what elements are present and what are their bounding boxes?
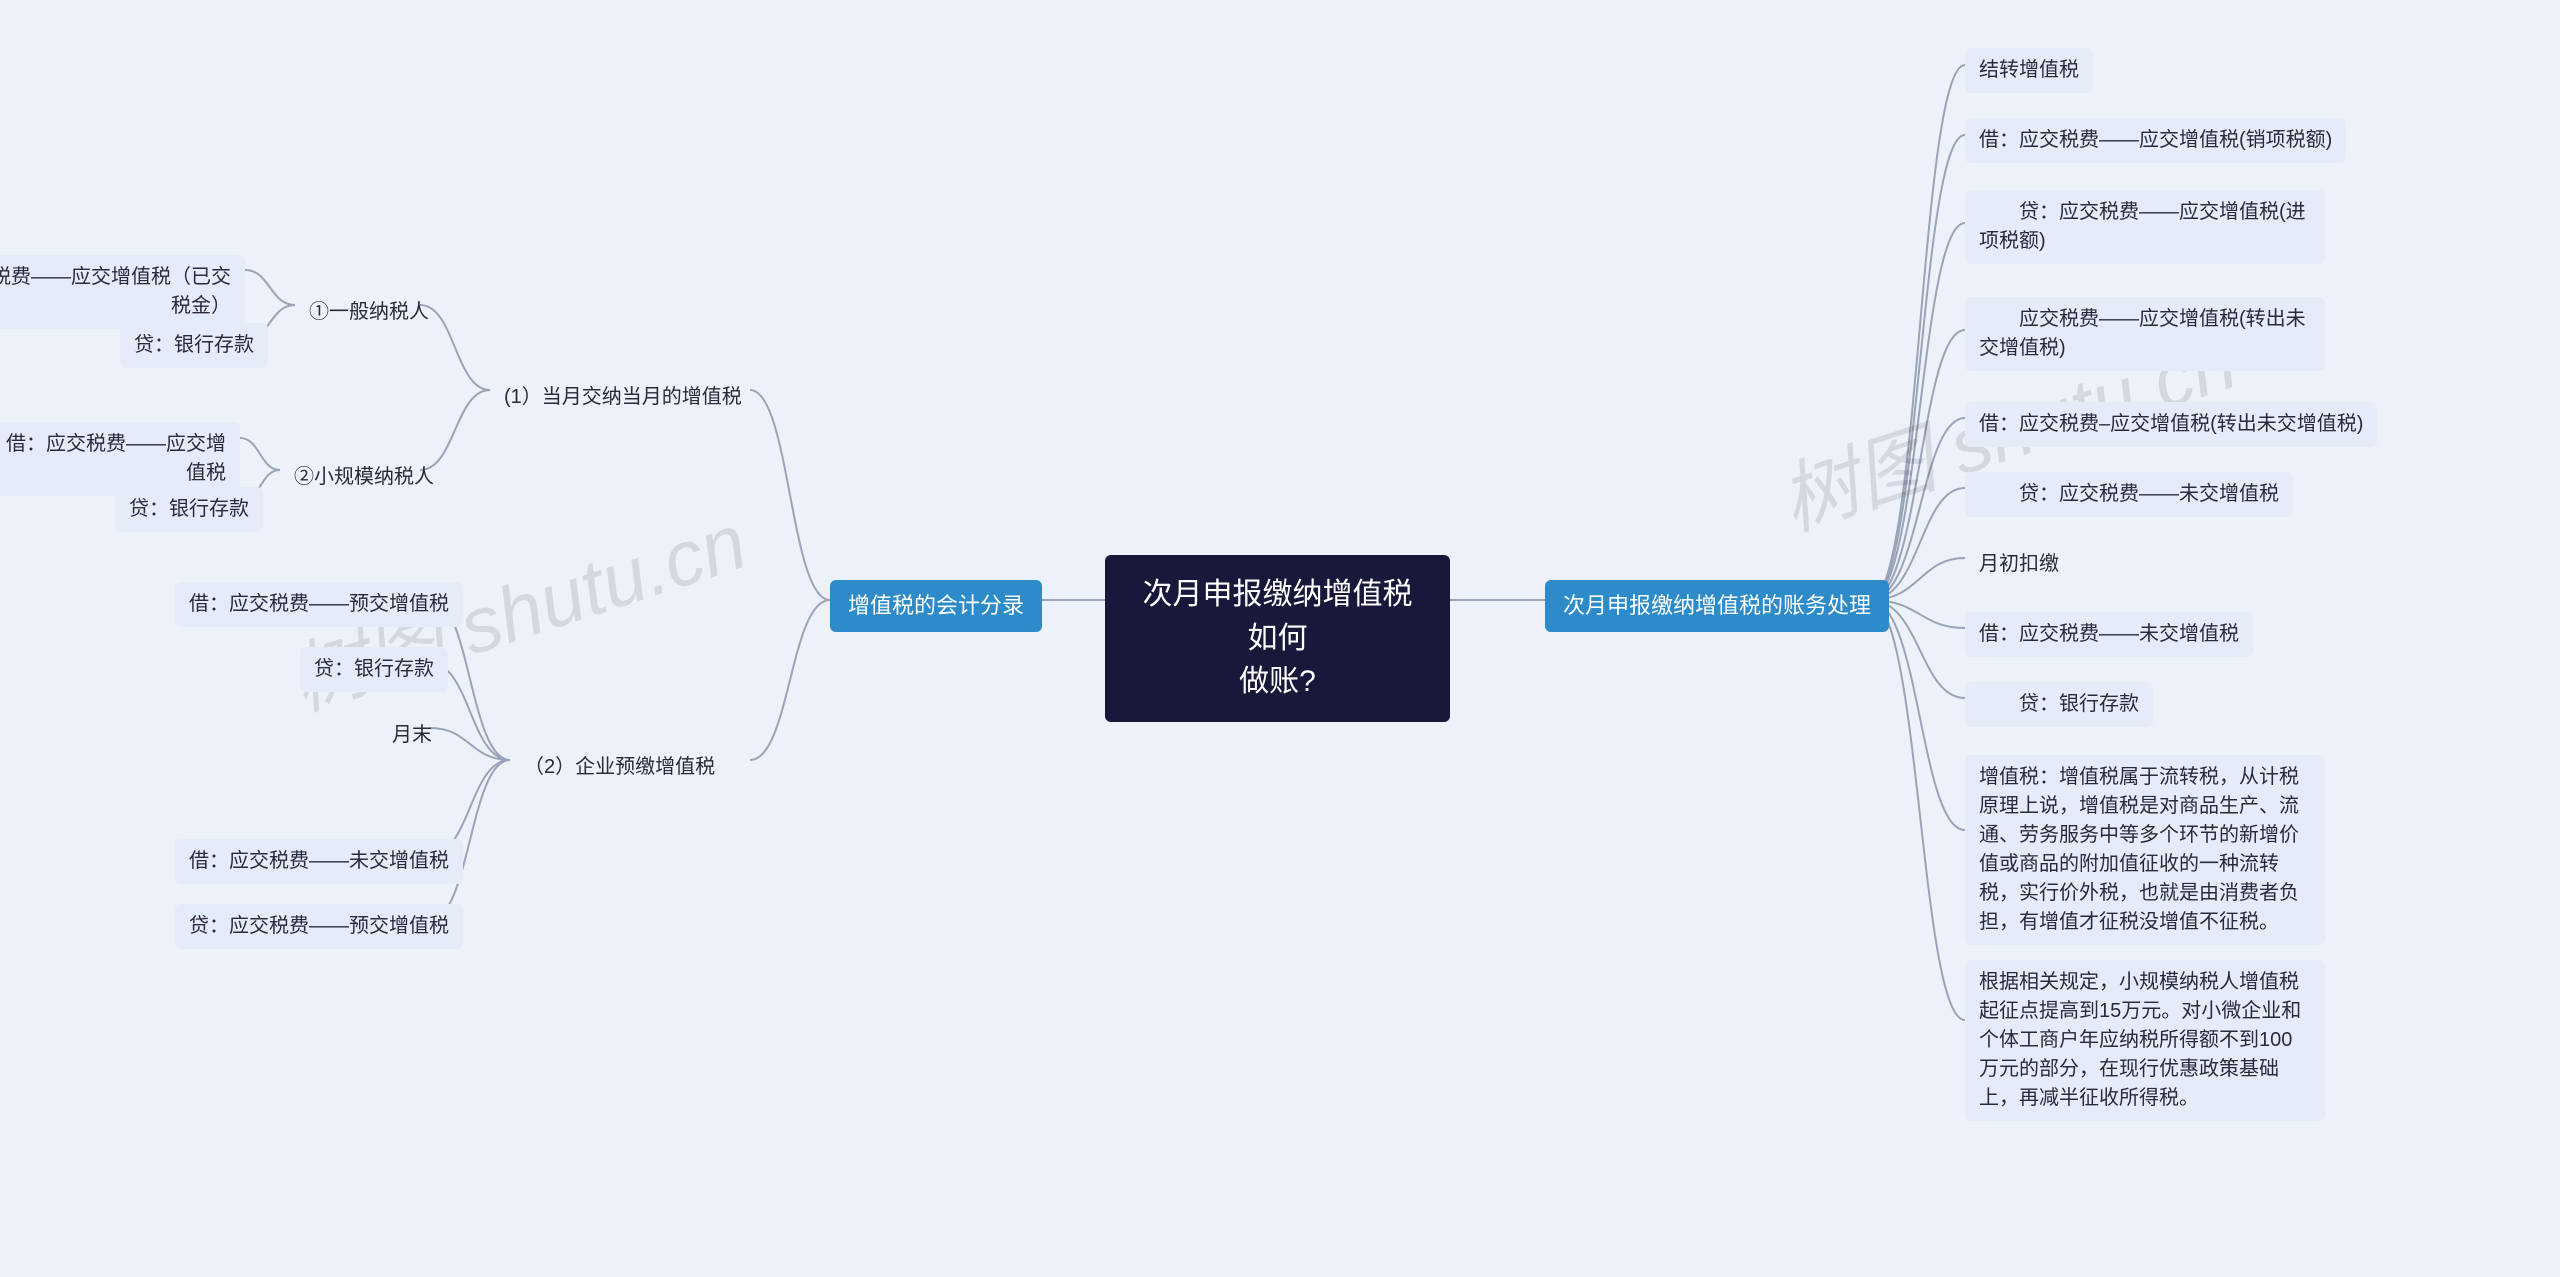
- left-group1[interactable]: (1）当月交纳当月的增值税: [490, 375, 756, 420]
- root-label-line1: 次月申报缴纳增值税如何: [1143, 578, 1413, 655]
- left-g2-leaf1[interactable]: 借：应交税费——预交增值税: [175, 582, 463, 627]
- left-group1-sub2[interactable]: ②小规模纳税人: [280, 455, 448, 500]
- right-branch[interactable]: 次月申报缴纳增值税的账务处理: [1545, 580, 1889, 632]
- right-leaf7[interactable]: 月初扣缴: [1965, 542, 2073, 587]
- right-leaf9[interactable]: 贷：银行存款: [1965, 682, 2153, 727]
- right-leaf10[interactable]: 增值税：增值税属于流转税，从计税原理上说，增值税是对商品生产、流通、劳务服务中等…: [1965, 755, 2325, 945]
- left-g2-leaf3[interactable]: 月末: [378, 713, 446, 758]
- left-g1-s2-leaf2[interactable]: 贷：银行存款: [115, 487, 263, 532]
- right-leaf3[interactable]: 贷：应交税费——应交增值税(进项税额): [1965, 190, 2325, 264]
- left-group2[interactable]: （2）企业预缴增值税: [510, 745, 729, 790]
- left-g2-leaf2[interactable]: 贷：银行存款: [300, 647, 448, 692]
- left-group1-sub1[interactable]: ①一般纳税人: [295, 290, 443, 335]
- root-node[interactable]: 次月申报缴纳增值税如何 做账?: [1105, 555, 1450, 722]
- right-leaf6[interactable]: 贷：应交税费——未交增值税: [1965, 472, 2293, 517]
- root-label-line2: 做账?: [1239, 665, 1316, 698]
- right-leaf11[interactable]: 根据相关规定，小规模纳税人增值税起征点提高到15万元。对小微企业和个体工商户年应…: [1965, 960, 2325, 1121]
- left-g2-leaf5[interactable]: 贷：应交税费——预交增值税: [175, 904, 463, 949]
- right-leaf8[interactable]: 借：应交税费——未交增值税: [1965, 612, 2253, 657]
- left-g1-s2-leaf1[interactable]: 借：应交税费——应交增值税: [0, 422, 240, 496]
- right-leaf1[interactable]: 结转增值税: [1965, 48, 2093, 93]
- right-leaf4[interactable]: 应交税费——应交增值税(转出未交增值税): [1965, 297, 2325, 371]
- left-g2-leaf4[interactable]: 借：应交税费——未交增值税: [175, 839, 463, 884]
- right-leaf2[interactable]: 借：应交税费——应交增值税(销项税额): [1965, 118, 2346, 163]
- right-leaf5[interactable]: 借：应交税费–应交增值税(转出未交增值税): [1965, 402, 2377, 447]
- left-g1-s1-leaf2[interactable]: 贷：银行存款: [120, 323, 268, 368]
- left-g1-s1-leaf1[interactable]: 借：应交税费——应交增值税（已交税金）: [0, 255, 245, 329]
- left-branch[interactable]: 增值税的会计分录: [830, 580, 1042, 632]
